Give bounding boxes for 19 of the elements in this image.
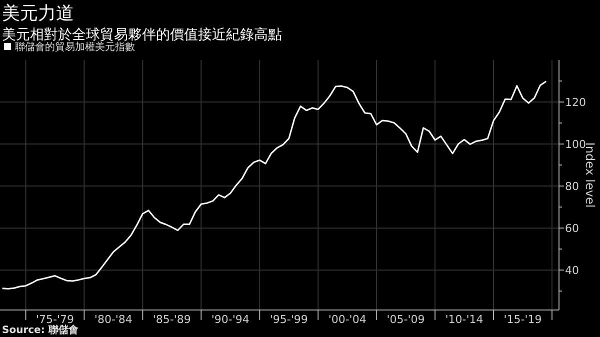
x-tick-label: '90-'94 [211,313,250,326]
x-tick-label: '05-'09 [386,313,425,326]
x-tick-label: '95-'99 [270,313,308,326]
x-tick-label: '75-'79 [36,313,74,326]
legend-label: 聯儲會的貿易加權美元指數 [15,41,135,53]
source-note: Source: 聯儲會 [2,324,80,336]
x-tick-label: '85-'89 [152,313,191,326]
y-tick-label: 40 [565,264,579,278]
x-tick-label: '10-'14 [445,313,484,326]
x-tick-label: '15-'19 [504,313,542,326]
y-tick-label: 80 [565,180,579,194]
y-tick-label: 60 [565,222,579,236]
x-tick-label: '80-'84 [94,313,132,326]
y-tick-label: 100 [565,138,586,152]
line-series [2,80,547,290]
y-tick-label: 120 [565,96,586,110]
x-tick-label: '00-'04 [328,313,366,326]
chart-title: 美元力道 [2,3,74,24]
chart-subtitle: 美元相對於全球貿易夥伴的價值接近紀錄高點 [2,27,282,43]
